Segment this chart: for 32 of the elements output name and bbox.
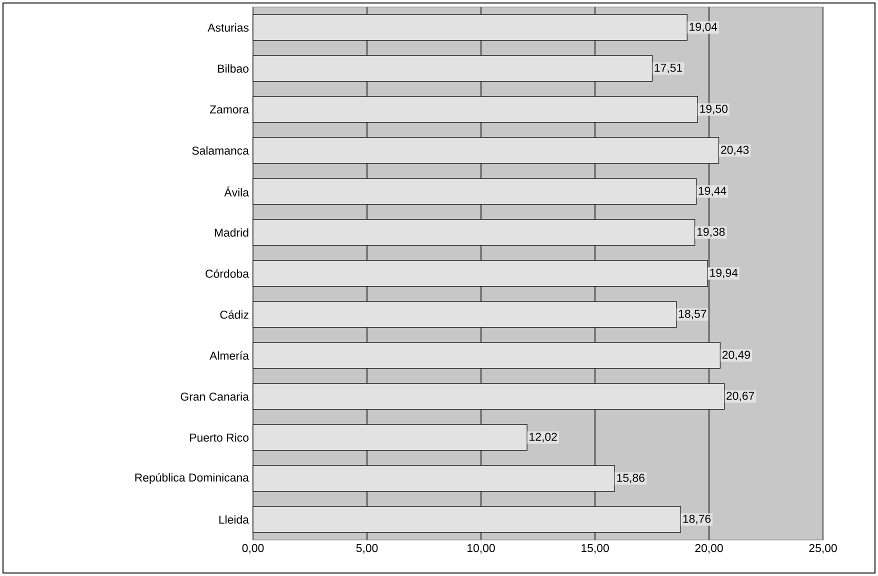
data-label: 19,44: [698, 186, 726, 196]
x-tick-label: 0,00: [242, 544, 264, 554]
data-label: 15,86: [617, 474, 644, 484]
data-label: 18,57: [678, 310, 706, 320]
y-tick-label: Almería: [210, 351, 249, 360]
y-tick-label: Madrid: [214, 228, 248, 237]
data-label: 20,67: [726, 392, 754, 402]
data-label: 19,94: [710, 268, 738, 278]
y-tick-label: Córdoba: [206, 269, 249, 278]
y-tick-label: Puerto Rico: [190, 433, 248, 442]
y-tick-label: República Dominicana: [135, 473, 249, 484]
y-tick-label: Salamanca: [192, 146, 249, 155]
data-label: 19,04: [690, 22, 718, 32]
x-tick-label: 5,00: [356, 544, 378, 554]
data-label: 12,02: [530, 432, 557, 442]
data-label: 19,50: [700, 104, 728, 114]
x-tick-label: 20,00: [695, 544, 723, 554]
y-tick-label: Zamora: [210, 105, 249, 114]
y-tick-label: Ávila: [224, 186, 249, 197]
x-tick-label: 25,00: [809, 544, 837, 554]
y-tick-label: Lleida: [219, 515, 249, 524]
y-tick-label: Cádiz: [220, 310, 248, 319]
data-label: 18,76: [683, 514, 711, 524]
y-tick-label: Bilbao: [218, 64, 248, 73]
x-tick-label: 10,00: [468, 544, 495, 554]
x-tick-label: 15,00: [582, 544, 609, 554]
data-label: 20,49: [722, 350, 750, 360]
y-tick-label: Gran Canaria: [180, 392, 249, 401]
data-label: 19,38: [697, 228, 725, 238]
data-label: 20,43: [721, 146, 749, 156]
data-label: 17,51: [654, 64, 682, 74]
y-tick-label: Asturias: [208, 23, 249, 32]
